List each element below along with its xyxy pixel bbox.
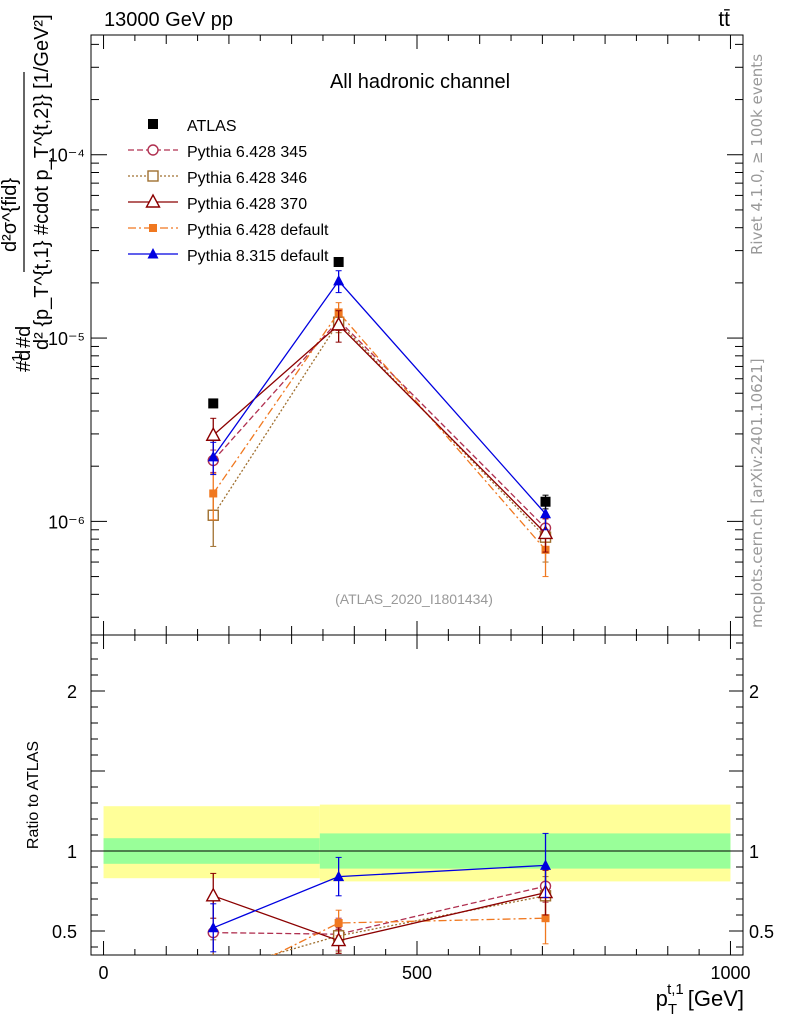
rivet-label: Rivet 4.1.0, ≥ 100k events: [748, 54, 766, 255]
series-line-p346: [212, 321, 546, 538]
y-title-den: d² {p_T^{t,1} #cdot p_T^{t,2}} [1/GeV²]: [31, 14, 53, 350]
main-data-marks: [205, 256, 554, 578]
ratio-uncertainty-bands: [91, 804, 743, 882]
marker-atlas: [148, 119, 158, 129]
marker-p6def: [541, 914, 550, 923]
legend-label-p370: Pythia 6.428 370: [187, 196, 307, 213]
marker-p8def: [540, 859, 552, 870]
marker-atlas: [208, 398, 219, 409]
marker-p346: [147, 170, 159, 182]
ratio-data-marks: [205, 832, 554, 989]
marker-p370: [205, 426, 221, 441]
marker-atlas: [333, 256, 344, 267]
main-y-axis-title-text: #d: [13, 350, 35, 372]
x-title-sub: T: [668, 1001, 677, 1018]
marker-p8def: [333, 274, 345, 286]
main-y-tick-label: 10⁻⁵: [48, 329, 85, 349]
legend-label-p6def: Pythia 6.428 default: [187, 222, 329, 239]
x-tick-label: 1000: [710, 963, 750, 983]
ratio-clipped-group: [205, 832, 554, 989]
main-y-tick-label: 10⁻⁶: [48, 512, 85, 532]
series-line-p345: [212, 319, 546, 529]
marker-p8def: [540, 507, 552, 519]
mcplots-label: mcplots.cern.ch [arXiv:2401.10621]: [748, 358, 766, 628]
marker-p370: [145, 193, 161, 208]
main-panel-frame: [90, 34, 744, 636]
marker-p8def: [207, 450, 219, 462]
marker-p6def: [149, 224, 157, 232]
marker-atlas: [540, 496, 551, 507]
legend-label-atlas: ATLAS: [187, 118, 237, 135]
marker-p370: [330, 316, 347, 331]
marker-p8def: [147, 248, 159, 259]
main-y-tick-label: 10⁻⁴: [48, 146, 85, 166]
marker-p346: [208, 967, 218, 977]
x-tick-label: 500: [402, 963, 432, 983]
main-y-axis-title: #d 1 #d d²σ^{fid} d² {p_T^{t,1} #cdot p_…: [0, 14, 53, 372]
header-process-label: tt̄: [718, 8, 730, 31]
y-title-frac-num: 1: [9, 354, 26, 362]
y-title-part-2: #d: [13, 326, 35, 348]
x-title-sup: t,1: [667, 981, 684, 998]
chart-title: All hadronic channel: [330, 71, 510, 93]
x-tick-label: 0: [99, 963, 109, 983]
ratio-y-tick-label-right: 2: [749, 682, 759, 702]
ratio-y-tick-label: 1: [67, 842, 77, 862]
legend-label-p8def: Pythia 8.315 default: [187, 248, 329, 265]
marker-p345: [147, 144, 159, 156]
ratio-y-tick-label: 0.5: [52, 922, 77, 942]
marker-p6def: [334, 919, 343, 927]
y-title-part-1: #d: [13, 350, 35, 372]
legend: ATLAS Pythia 6.428 345 Pythia 6.428 346 …: [128, 118, 329, 265]
x-title-p: p: [656, 986, 668, 1011]
ratio-y-axis-title: Ratio to ATLAS: [25, 741, 42, 849]
x-title-unit: [GeV]: [688, 986, 744, 1011]
axes: 10⁻⁶ 10⁻⁵ 10⁻⁴ 0 500 1000 0.5 0.5 1 1 2 2: [48, 35, 774, 983]
analysis-label: (ATLAS_2020_I1801434): [335, 591, 493, 607]
marker-p8def: [333, 870, 345, 882]
marker-p6def: [209, 981, 217, 989]
x-axis-title: pTt,1 [GeV]: [656, 981, 744, 1018]
ratio-y-tick-label-right: 0.5: [749, 922, 774, 942]
header-beam-label: 13000 GeV pp: [104, 9, 233, 31]
marker-p370: [205, 887, 221, 902]
marker-p370: [330, 932, 347, 947]
legend-label-p346: Pythia 6.428 346: [187, 170, 307, 187]
ratio-line-p345: [213, 885, 546, 935]
ratio-y-tick-label-right: 1: [749, 842, 759, 862]
ratio-y-tick-label: 2: [67, 682, 77, 702]
y-title-num: d²σ^{fid}: [0, 178, 21, 252]
marker-p8def: [207, 921, 219, 933]
legend-label-p345: Pythia 6.428 345: [187, 144, 307, 161]
marker-p370: [537, 524, 554, 540]
ratio-panel-frame: [90, 634, 744, 956]
marker-p6def: [209, 489, 218, 498]
